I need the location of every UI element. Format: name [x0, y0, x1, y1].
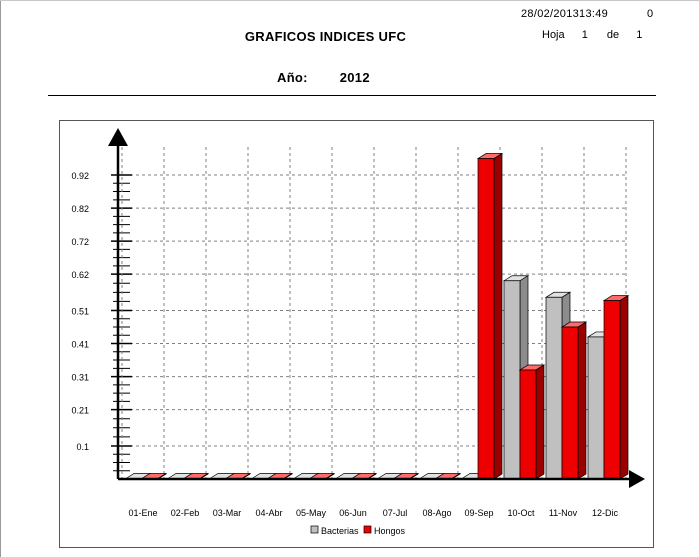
y-axis-arrow	[108, 128, 128, 146]
x-category-label: 03-Mar	[213, 508, 242, 518]
year-value: 2012	[339, 70, 370, 85]
y-tick-label: 0.62	[71, 270, 89, 280]
sheet-total: 1	[636, 29, 643, 41]
bar-bacterias	[503, 280, 521, 480]
x-category-label: 01-Ene	[128, 508, 157, 518]
x-category-label: 08-Ago	[422, 508, 451, 518]
x-category-label: 11-Nov	[549, 508, 578, 518]
y-tick-label: 0.92	[71, 171, 89, 181]
bar-hongos-side	[577, 321, 587, 480]
bar-hongos-side	[493, 152, 503, 480]
y-tick-label: 0.31	[71, 373, 89, 383]
report-page-number: 0	[647, 8, 654, 20]
header-divider	[48, 95, 656, 96]
bar-hongos	[561, 326, 579, 480]
bar-hongos	[603, 300, 621, 480]
y-tick-label: 0.82	[71, 204, 89, 214]
year-label: Año:	[277, 70, 308, 85]
bar-hongos	[519, 369, 537, 480]
sheet-of-label: de	[606, 29, 620, 41]
window-left-border	[0, 0, 1, 557]
bar-bacterias	[545, 296, 563, 480]
x-category-label: 07-Jul	[383, 508, 408, 518]
bar-hongos-side	[535, 364, 545, 480]
window-top-border	[0, 0, 699, 1]
legend-label-hongos: Hongos	[374, 526, 406, 536]
report-title: GRAFICOS INDICES UFC	[244, 29, 407, 44]
legend-swatch-bacterias	[310, 525, 319, 534]
legend-label-bacterias: Bacterias	[321, 526, 359, 536]
y-tick-label: 0.72	[71, 237, 89, 247]
sheet-label: Hoja	[542, 29, 565, 41]
y-tick-label: 0.41	[71, 340, 89, 350]
bar-hongos-side	[619, 294, 629, 480]
bar-hongos	[477, 158, 495, 480]
x-category-label: 05-May	[296, 508, 327, 518]
y-tick-label: 0.1	[76, 442, 89, 452]
x-category-label: 10-Oct	[507, 508, 535, 518]
report-timestamp: 28/02/201313:49	[521, 8, 609, 20]
x-axis-arrow	[629, 470, 645, 488]
x-category-label: 12-Dic	[592, 508, 619, 518]
x-category-label: 04-Abr	[255, 508, 282, 518]
chart-frame	[59, 120, 654, 548]
bar-bacterias	[587, 336, 605, 480]
sheet-info: Hoja 1 de 1	[542, 29, 642, 41]
legend-swatch-hongos	[363, 525, 372, 534]
x-category-label: 02-Feb	[171, 508, 200, 518]
y-tick-label: 0.51	[71, 307, 89, 317]
y-tick-label: 0.21	[71, 406, 89, 416]
sheet-current: 1	[581, 29, 588, 41]
x-category-label: 09-Sep	[464, 508, 493, 518]
x-category-label: 06-Jun	[339, 508, 367, 518]
year-row: Año: 2012	[277, 70, 370, 85]
